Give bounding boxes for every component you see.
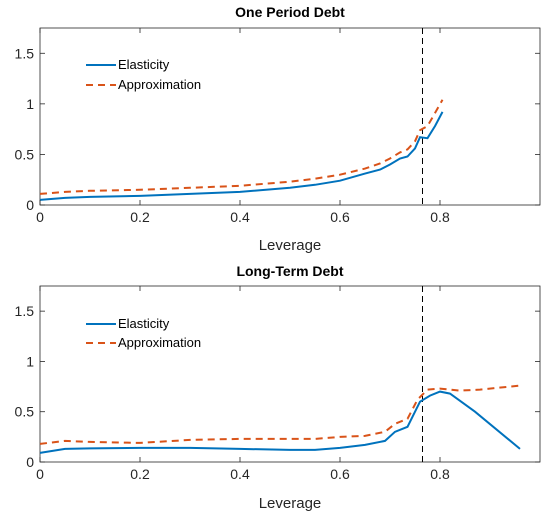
top-chart-panel: One Period Debt 0 0.2 0.4 0.6 0.8 0 0.5 1 1.5 L…	[15, 4, 541, 254]
bottom-chart-x-tick-label: 0.6	[330, 466, 350, 482]
top-chart-x-tick-label: 0.2	[130, 209, 150, 225]
top-chart-legend-label-approximation: Approximation	[118, 77, 201, 92]
bottom-chart-x-tick-label: 0.2	[130, 466, 150, 482]
bottom-chart-x-tick-label: 0	[36, 466, 44, 482]
bottom-chart-x-axis-label: Leverage	[259, 495, 322, 512]
bottom-chart-y-tick-label: 1	[26, 353, 34, 369]
top-chart-x-tick-label: 0.8	[430, 209, 450, 225]
bottom-chart-legend-label-elasticity: Elasticity	[118, 316, 170, 331]
top-chart-title: One Period Debt	[235, 4, 345, 20]
bottom-chart-series-elasticity-line	[39, 390, 521, 454]
top-chart-legend-label-elasticity: Elasticity	[118, 57, 170, 72]
top-chart-y-tick-label: 1.5	[15, 45, 35, 61]
bottom-chart-y-tick-label: 1.5	[15, 303, 35, 319]
bottom-chart-y-tick-label: 0	[26, 454, 34, 470]
top-chart-x-tick-label: 0	[36, 209, 44, 225]
top-chart-plot-frame	[39, 27, 541, 206]
top-chart-x-tick-label: 0.6	[330, 209, 350, 225]
top-chart-x-axis-label: Leverage	[259, 237, 322, 254]
bottom-chart-legend-label-approximation: Approximation	[118, 335, 201, 350]
top-chart-y-tick-label: 0	[26, 197, 34, 213]
bottom-chart-x-tick-label: 0.8	[430, 466, 450, 482]
top-chart-series-approximation-line	[39, 99, 444, 195]
bottom-chart-title: Long-Term Debt	[236, 263, 343, 279]
top-chart-y-tick-label: 1	[26, 96, 34, 112]
bottom-chart-series-approximation-line	[39, 384, 521, 445]
top-chart-y-tick-label: 0.5	[15, 146, 35, 162]
bottom-chart-plot-frame	[39, 285, 541, 463]
top-chart-x-tick-label: 0.4	[230, 209, 250, 225]
top-chart-series-elasticity-line	[39, 111, 444, 201]
bottom-chart-legend: Elasticity Approximation	[86, 316, 201, 350]
bottom-chart-y-tick-label: 0.5	[15, 404, 35, 420]
bottom-chart-x-tick-label: 0.4	[230, 466, 250, 482]
bottom-chart-panel: Long-Term Debt 0 0.2 0.4 0.6 0.8 0 0.5 1 1.5 Le…	[15, 263, 541, 512]
top-chart-legend: Elasticity Approximation	[86, 57, 201, 92]
